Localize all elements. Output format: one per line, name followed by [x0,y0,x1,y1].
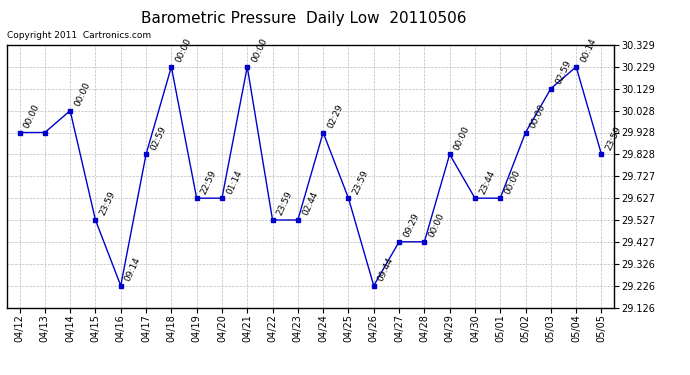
Text: 23:59: 23:59 [275,190,295,217]
Text: 00:00: 00:00 [73,81,92,108]
Text: 00:00: 00:00 [453,124,471,152]
Text: 00:14: 00:14 [579,37,598,64]
Text: 09:44: 09:44 [377,256,395,283]
Text: 02:29: 02:29 [326,103,345,130]
Text: 23:59: 23:59 [351,168,371,195]
Text: Barometric Pressure  Daily Low  20110506: Barometric Pressure Daily Low 20110506 [141,11,466,26]
Text: Copyright 2011  Cartronics.com: Copyright 2011 Cartronics.com [7,31,151,40]
Text: 02:59: 02:59 [553,59,573,86]
Text: 00:00: 00:00 [174,37,193,64]
Text: 00:00: 00:00 [529,102,547,130]
Text: 00:00: 00:00 [427,212,446,239]
Text: 09:14: 09:14 [124,256,143,283]
Text: 22:59: 22:59 [199,168,219,195]
Text: 00:00: 00:00 [22,102,41,130]
Text: 00:00: 00:00 [250,37,269,64]
Text: 09:29: 09:29 [402,212,421,239]
Text: 23:44: 23:44 [477,168,497,195]
Text: 00:00: 00:00 [503,168,522,195]
Text: 23:59: 23:59 [604,124,623,152]
Text: 01:14: 01:14 [225,168,244,195]
Text: 23:59: 23:59 [98,190,117,217]
Text: 02:44: 02:44 [301,190,319,217]
Text: 02:59: 02:59 [149,124,168,152]
